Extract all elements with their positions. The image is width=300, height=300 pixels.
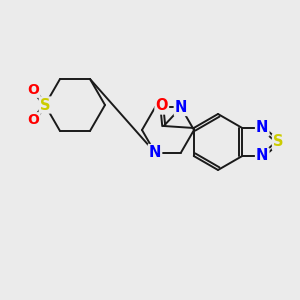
Text: S: S bbox=[40, 98, 50, 112]
Text: N: N bbox=[149, 145, 161, 160]
Text: O: O bbox=[28, 83, 40, 97]
Text: O: O bbox=[155, 98, 168, 113]
Text: N: N bbox=[256, 121, 268, 136]
Text: N: N bbox=[175, 100, 187, 115]
Text: S: S bbox=[273, 134, 284, 149]
Text: O: O bbox=[28, 113, 40, 127]
Text: N: N bbox=[256, 148, 268, 164]
